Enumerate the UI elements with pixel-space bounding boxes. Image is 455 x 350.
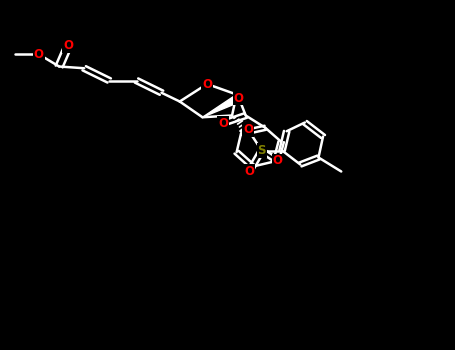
Text: O: O [234, 91, 244, 105]
Text: O: O [202, 77, 212, 91]
Text: O: O [218, 117, 228, 130]
Text: O: O [244, 165, 254, 178]
Text: O: O [63, 39, 73, 52]
Text: O: O [243, 123, 253, 136]
Text: O: O [273, 154, 283, 168]
Text: S: S [258, 144, 266, 157]
Polygon shape [202, 95, 242, 117]
Text: O: O [34, 48, 44, 61]
